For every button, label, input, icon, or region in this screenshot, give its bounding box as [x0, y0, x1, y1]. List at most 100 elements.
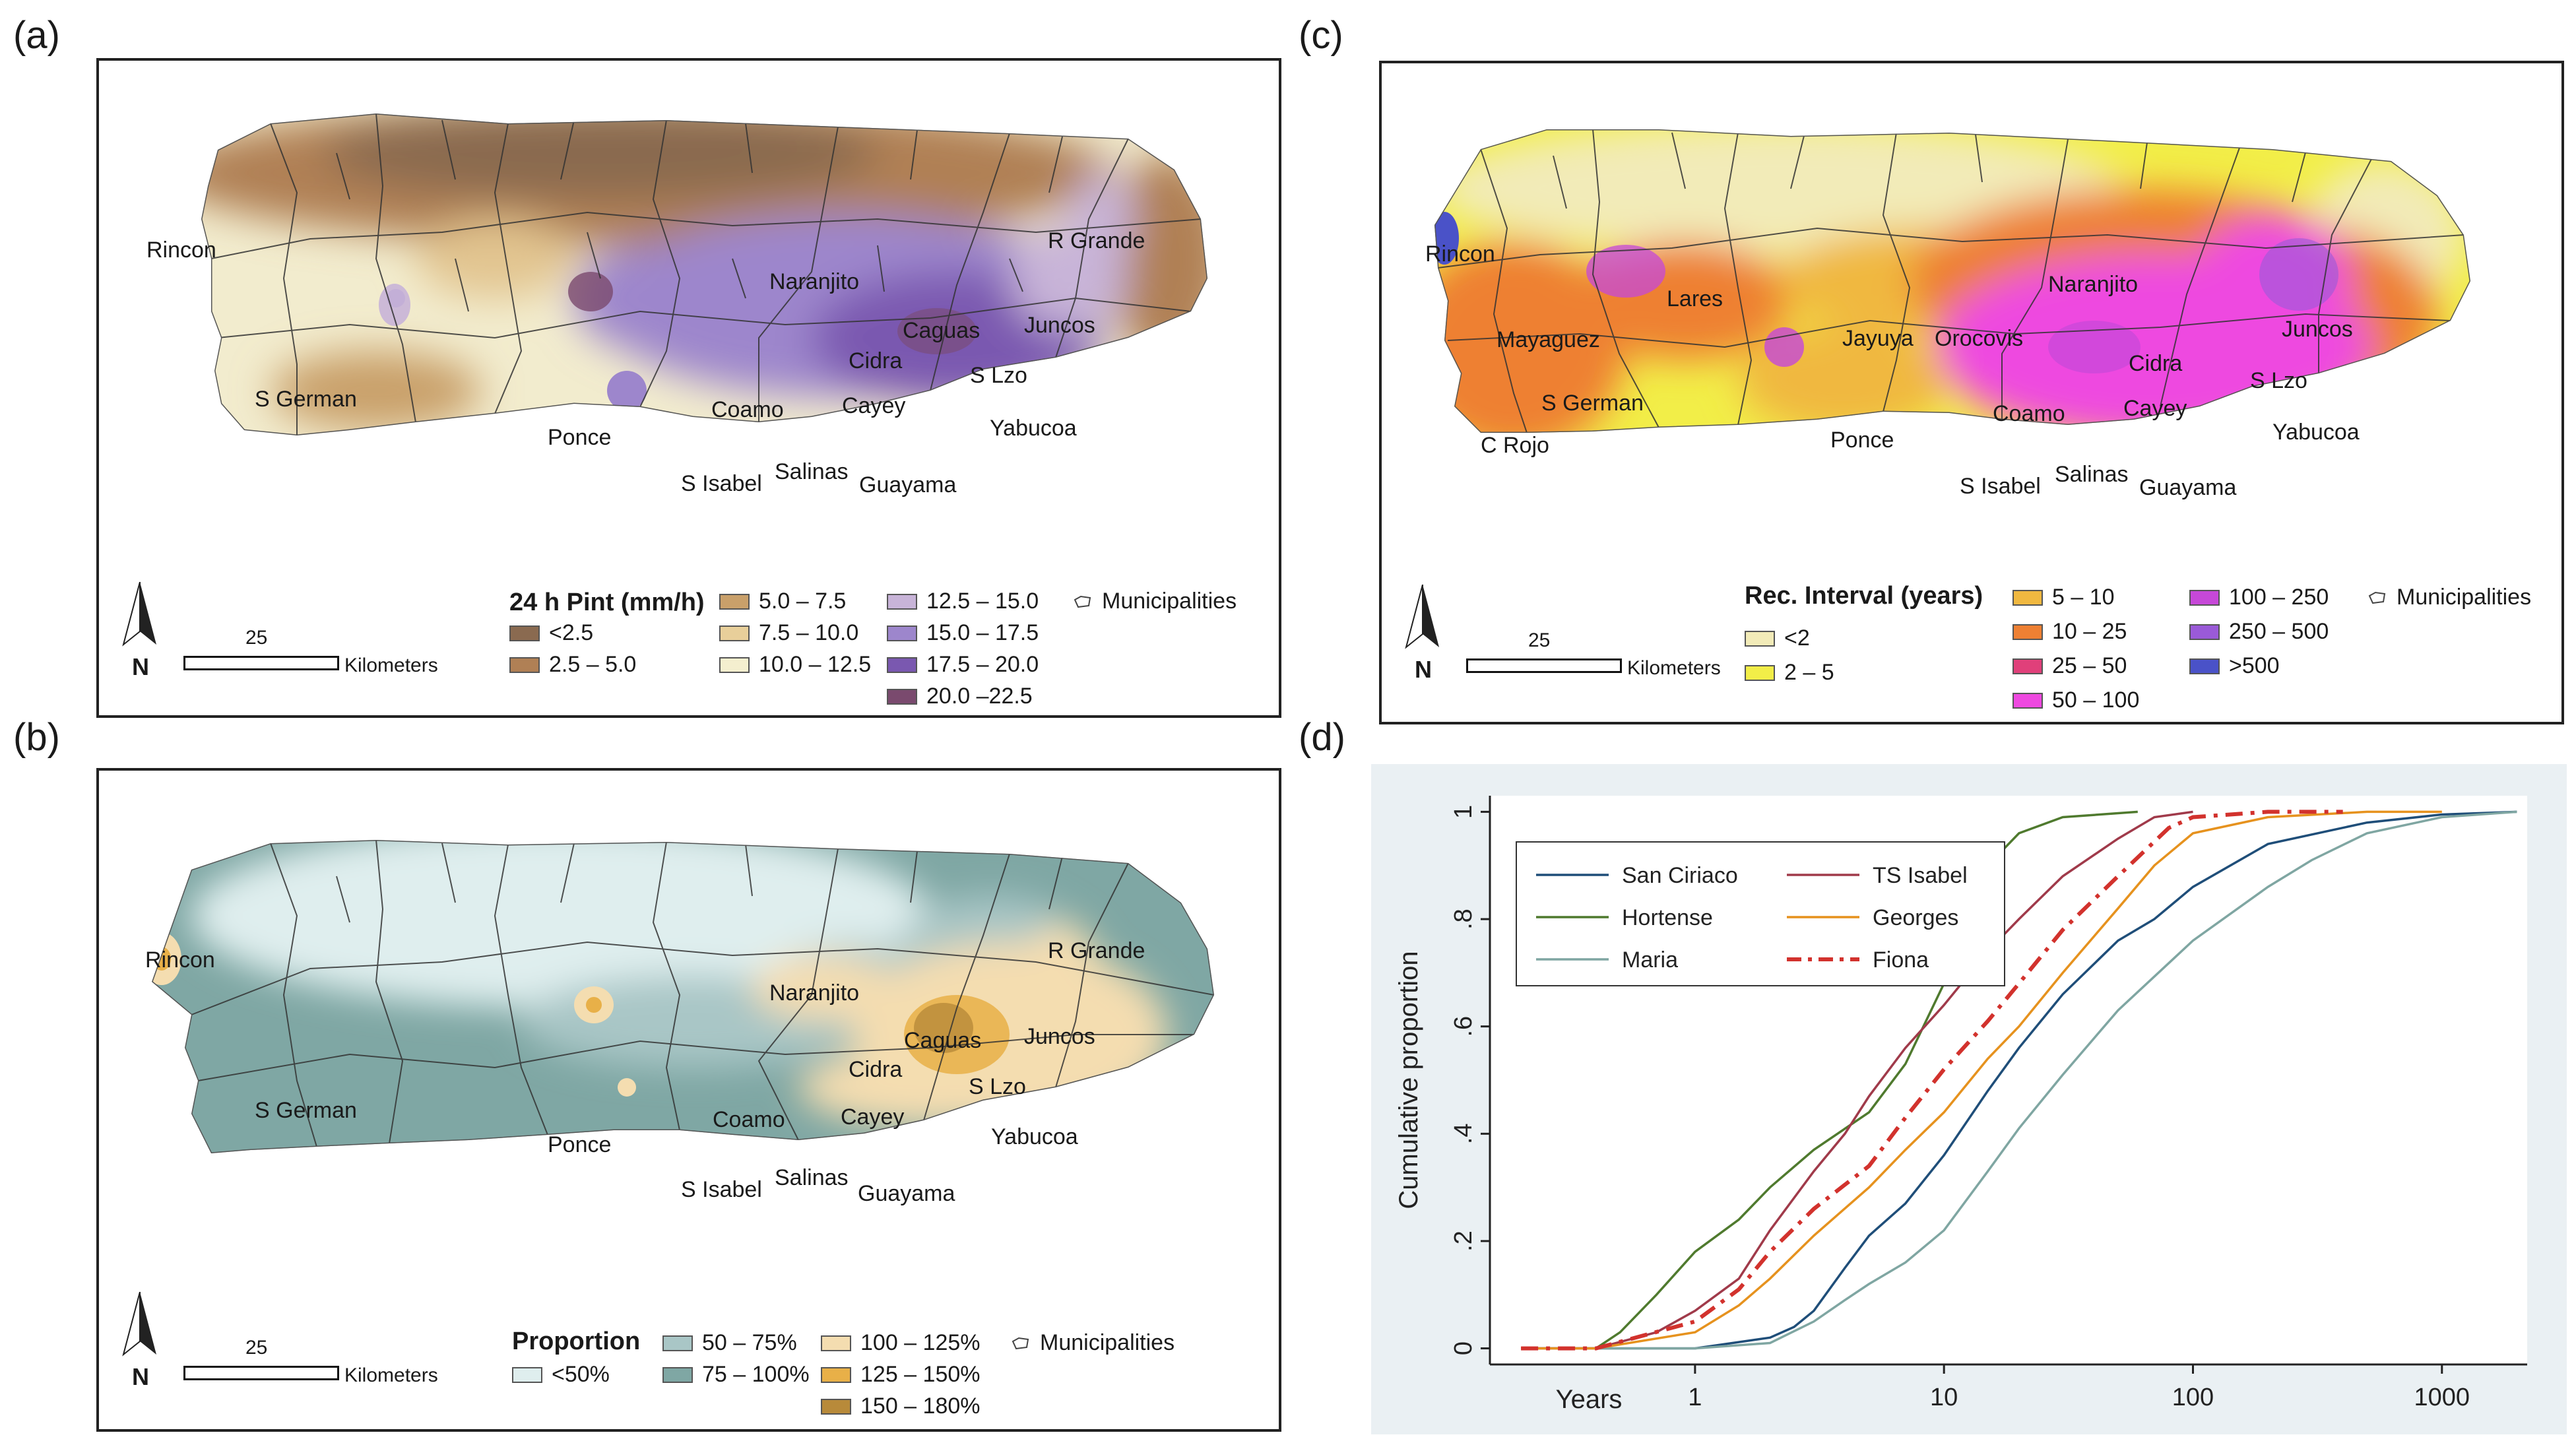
town-label: Cidra	[849, 348, 903, 373]
town-label: Caguas	[903, 318, 981, 343]
series-line-fiona	[1521, 810, 2343, 1351]
town-label: R Grande	[1048, 938, 1145, 963]
legend-b-item: <50%	[512, 1362, 610, 1388]
legend-c-item: <2	[1745, 625, 1810, 651]
scale-unit: Kilometers	[344, 655, 438, 676]
town-label: Naranjito	[769, 980, 860, 1006]
town-label: Guayama	[858, 1181, 955, 1206]
y-tick-label: .2	[1450, 1231, 1477, 1252]
panel-b-frame: Rincon R Grande Naranjito Caguas Juncos …	[96, 768, 1281, 1432]
legend-label: Georges	[1873, 905, 1958, 930]
town-label: Cayey	[841, 1105, 905, 1130]
town-label: Mayaguez	[1497, 327, 1600, 352]
town-label: S Lzo	[2250, 368, 2307, 393]
north-arrow-icon	[122, 1292, 156, 1357]
legend-c-item: 5 – 10	[2012, 585, 2115, 610]
town-label: Cayey	[842, 393, 906, 418]
x-tick-label: 100	[2172, 1384, 2214, 1411]
panel-label-a: (a)	[13, 14, 60, 57]
legend-c-item: >500	[2189, 653, 2280, 679]
legend-a-item: 15.0 – 17.5	[887, 620, 1039, 646]
town-label: Orocovis	[1935, 326, 2024, 351]
legend-a-item: 17.5 – 20.0	[887, 652, 1039, 678]
scale-unit: Kilometers	[1627, 657, 1721, 679]
north-label: N	[1415, 656, 1432, 683]
town-label: S Isabel	[681, 471, 762, 496]
legend-a-title: 24 h Pint (mm/h)	[509, 589, 705, 616]
legend-a-item: <2.5	[509, 620, 593, 646]
town-label: Yabucoa	[991, 1124, 1078, 1149]
legend-a-municipalities: Municipalities	[1073, 589, 1237, 614]
town-label: S Lzo	[970, 363, 1027, 388]
legend-b-item: 50 – 75%	[662, 1330, 797, 1356]
chart-legend	[1516, 841, 2005, 986]
map-b	[152, 840, 1214, 1153]
legend-b-item: 125 – 150%	[821, 1362, 981, 1388]
town-label: R Grande	[1048, 228, 1145, 253]
legend-a-item: 10.0 – 12.5	[719, 652, 871, 678]
town-label: Lares	[1667, 286, 1723, 311]
north-label: N	[132, 653, 149, 680]
legend-c-item: 100 – 250	[2189, 585, 2329, 610]
town-label: Rincon	[145, 947, 215, 973]
legend-c-item: 50 – 100	[2012, 688, 2139, 713]
legend-c-item: 10 – 25	[2012, 619, 2127, 645]
town-label: Juncos	[1024, 1024, 1095, 1049]
legend-a-item: 7.5 – 10.0	[719, 620, 858, 646]
town-label: Guayama	[859, 472, 957, 497]
town-label: Rincon	[146, 238, 216, 263]
series-line-ts-isabel	[1521, 810, 2193, 1350]
series-line-georges	[1521, 810, 2442, 1350]
town-label: Naranjito	[2048, 272, 2139, 297]
town-label: Cidra	[2129, 351, 2183, 376]
town-label: Yabucoa	[2272, 420, 2360, 445]
town-label: Caguas	[904, 1028, 982, 1053]
y-tick-label: .4	[1450, 1123, 1477, 1144]
town-label: Salinas	[775, 459, 849, 484]
y-tick-label: .6	[1450, 1016, 1477, 1037]
legend-b-item: 75 – 100%	[662, 1362, 810, 1388]
x-tick-label: 10	[1930, 1384, 1958, 1411]
town-label: Jayuya	[1842, 326, 1914, 351]
scale-value: 25	[245, 627, 268, 649]
legend-b-item: 100 – 125%	[821, 1330, 981, 1356]
north-arrow-icon	[122, 582, 156, 647]
legend-label: TS Isabel	[1873, 863, 1968, 888]
y-tick-label: 1	[1450, 805, 1477, 819]
town-label: Rincon	[1425, 241, 1495, 267]
legend-a-item: 5.0 – 7.5	[719, 589, 846, 614]
legend-b-item: 150 – 180%	[821, 1393, 981, 1419]
town-label: S German	[255, 387, 357, 412]
town-label: Cayey	[2123, 396, 2187, 421]
cumulative-proportion-chart: 0 .2 .4 .6 .8 1 1 10 100 1000 Years Cumulative prop…	[1394, 796, 2527, 1414]
municipality-polygon-icon	[1074, 595, 1091, 608]
north-label: N	[132, 1363, 149, 1390]
scale-value: 25	[245, 1337, 268, 1359]
legend-label: San Ciriaco	[1622, 863, 1738, 888]
town-label: Guayama	[2139, 475, 2237, 500]
legend-a-item: 2.5 – 5.0	[509, 652, 636, 678]
legend-c-item: 250 – 500	[2189, 619, 2329, 645]
scale-bar	[183, 656, 339, 670]
panel-label-d: (d)	[1299, 716, 1345, 759]
town-label: Juncos	[1024, 313, 1095, 338]
panel-a-frame: Rincon Naranjito R Grande Caguas Juncos …	[96, 58, 1281, 718]
town-label: Salinas	[2055, 462, 2129, 487]
town-label: S Lzo	[969, 1074, 1026, 1099]
panel-label-c: (c)	[1299, 14, 1343, 57]
town-label: S German	[255, 1098, 357, 1123]
panel-d-background: 0 .2 .4 .6 .8 1 1 10 100 1000 Years Cumulative prop…	[1371, 764, 2567, 1434]
legend-b-municipalities: Municipalities	[1011, 1330, 1175, 1356]
panel-c-frame: Rincon Lares Naranjito Mayaguez Jayuya O…	[1379, 61, 2564, 724]
series-line-maria	[1521, 810, 2517, 1350]
legend-c-item: 25 – 50	[2012, 653, 2127, 679]
legend-c-municipalities: Municipalities	[2367, 585, 2531, 610]
town-label: S Isabel	[1960, 474, 2041, 499]
x-tick-label: 1000	[2414, 1384, 2470, 1411]
x-axis-label: Years	[1556, 1385, 1623, 1414]
municipality-polygon-icon	[2368, 591, 2386, 604]
town-label: Ponce	[1830, 428, 1894, 453]
panel-label-b: (b)	[13, 716, 60, 759]
town-label: Coamo	[711, 397, 784, 422]
legend-b-title: Proportion	[512, 1328, 641, 1355]
